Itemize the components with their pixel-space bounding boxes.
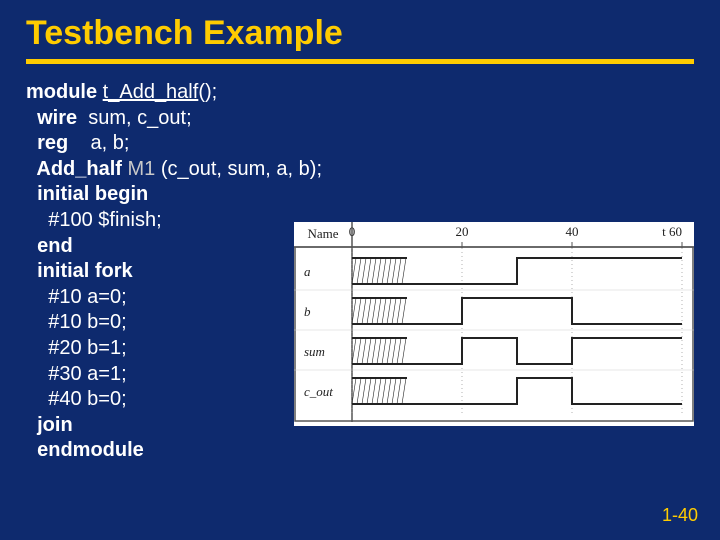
kw-wire: wire xyxy=(26,107,77,129)
svg-text:t 60: t 60 xyxy=(662,224,682,239)
code-text: #30 a=1; xyxy=(26,363,127,385)
kw-initial-fork: initial fork xyxy=(26,260,133,282)
code-text: #20 b=1; xyxy=(26,337,127,359)
title-rule xyxy=(26,59,694,64)
svg-text:sum: sum xyxy=(304,344,325,359)
svg-text:a: a xyxy=(304,264,311,279)
code-text: #10 b=0; xyxy=(26,311,127,333)
code-text: (c_out, sum, a, b); xyxy=(161,158,322,180)
svg-text:20: 20 xyxy=(456,224,469,239)
code-text: (); xyxy=(198,81,217,103)
svg-text:b: b xyxy=(304,304,311,319)
slide-title: Testbench Example xyxy=(26,14,694,53)
module-name: t_Add_half xyxy=(103,81,199,103)
kw-join: join xyxy=(26,414,73,436)
code-text: #10 a=0; xyxy=(26,286,127,308)
code-text: sum, c_out; xyxy=(77,107,192,129)
svg-text:0: 0 xyxy=(349,224,356,239)
kw-addhalf: Add_half xyxy=(26,158,127,180)
svg-text:Name: Name xyxy=(307,226,338,241)
page-number: 1-40 xyxy=(662,505,698,526)
timing-svg: 0 20 40 t 60 Name a b sum c_out xyxy=(294,222,694,422)
code-text: a, b; xyxy=(68,132,129,154)
timing-diagram: 0 20 40 t 60 Name a b sum c_out xyxy=(294,222,694,426)
instance-name: M1 xyxy=(127,158,160,180)
svg-text:c_out: c_out xyxy=(304,384,333,399)
kw-endmodule: endmodule xyxy=(26,439,144,461)
kw-end: end xyxy=(26,235,73,257)
svg-text:40: 40 xyxy=(566,224,579,239)
kw-initial-begin: initial begin xyxy=(26,183,148,205)
code-text: #100 $finish; xyxy=(26,209,162,231)
kw-reg: reg xyxy=(26,132,68,154)
code-text: #40 b=0; xyxy=(26,388,127,410)
kw-module: module xyxy=(26,81,103,103)
